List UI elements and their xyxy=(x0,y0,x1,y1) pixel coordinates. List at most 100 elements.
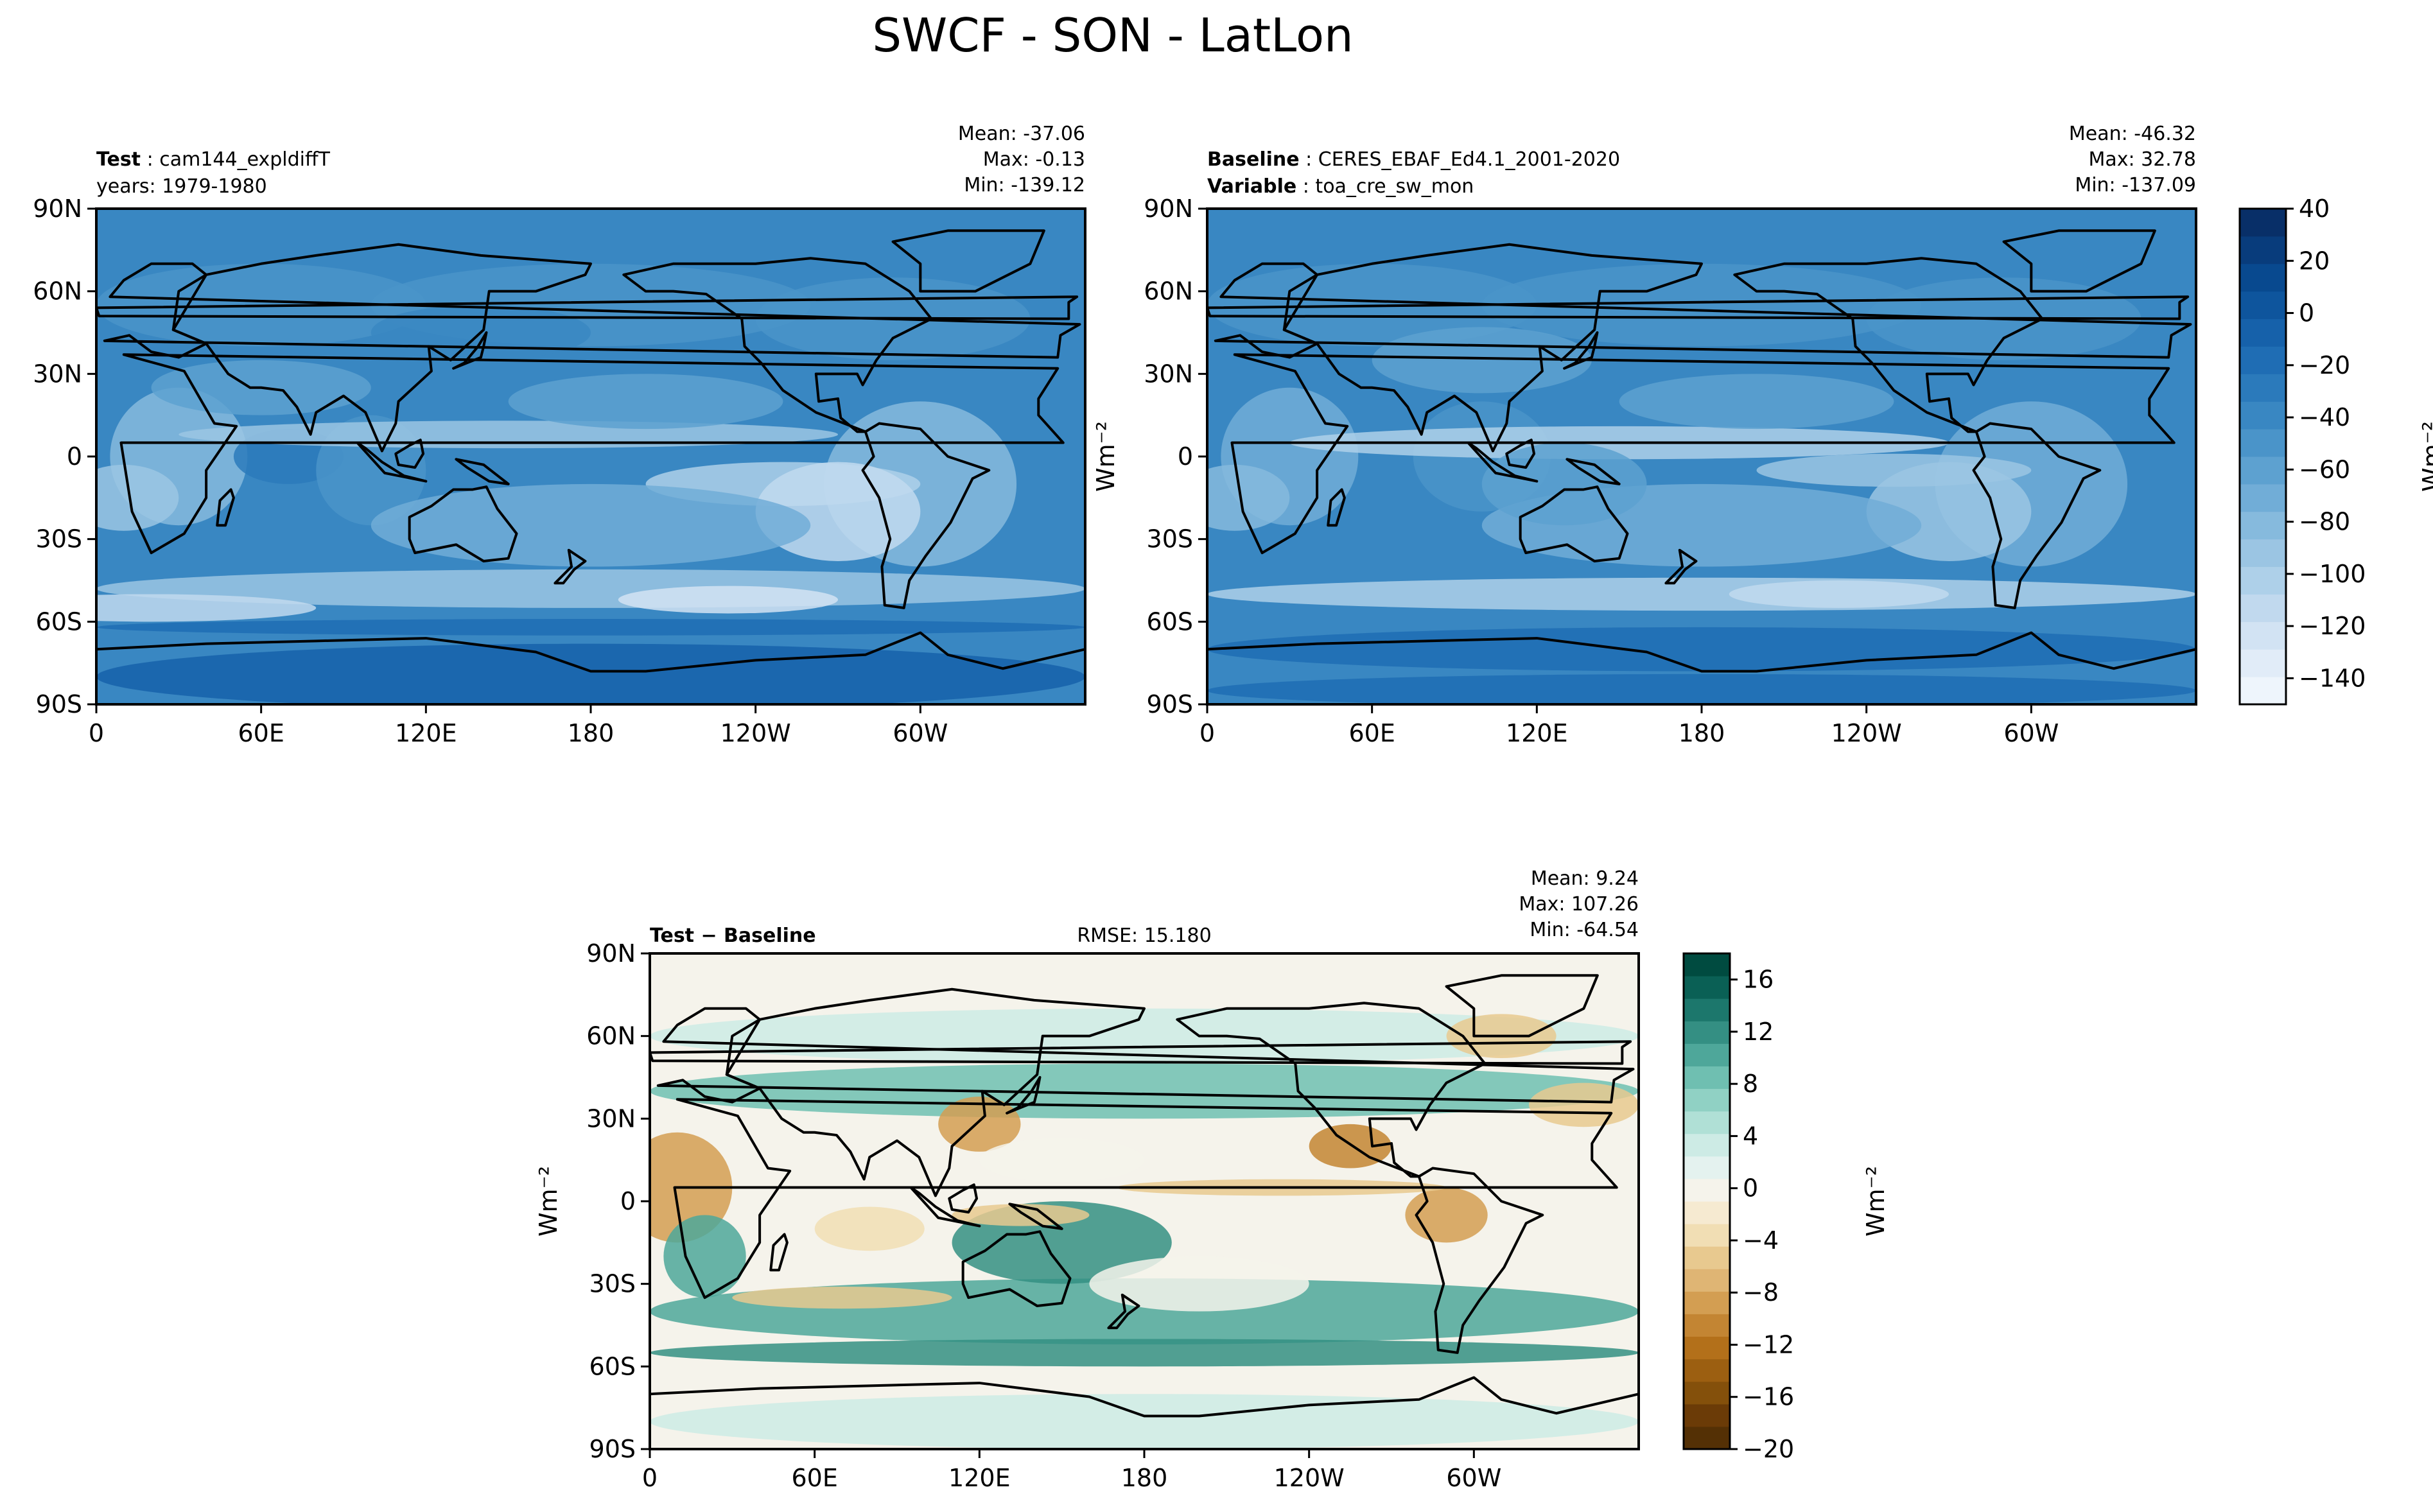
colorbar-tick-label: −12 xyxy=(1743,1330,1794,1359)
coastline-greenland xyxy=(891,229,1045,293)
coastline-greenland xyxy=(2002,229,2156,293)
colorbar-swatch xyxy=(2240,401,2286,430)
colorbar-swatch xyxy=(2240,621,2286,650)
test-map-field xyxy=(96,209,1085,704)
baseline-panel: 0 60E 120E 180 120W 60W 90N 60N 30N 0 30S 60S 90S Bas… xyxy=(1092,123,2197,747)
colorbar-tick-label: 0 xyxy=(1743,1174,1758,1203)
coastline-samerica xyxy=(1972,422,2102,609)
coastline-newguinea xyxy=(1008,1203,1063,1230)
colorbar-swatch xyxy=(2240,291,2286,320)
colorbar-tick-label: 0 xyxy=(2299,299,2314,327)
coastline-australia xyxy=(408,485,518,562)
panel-header-line: Variable : toa_cre_sw_mon xyxy=(1207,175,1474,198)
colorbar-swatch xyxy=(1684,1291,1730,1314)
diff-field-patch xyxy=(1528,1082,1639,1127)
x-tick-label: 60W xyxy=(893,719,948,747)
diff-field-patch xyxy=(732,1286,952,1309)
colorbar-swatch xyxy=(1684,1178,1730,1202)
panel-header-value: years: 1979-1980 xyxy=(96,175,267,198)
panel-stat-line: Min: -139.12 xyxy=(964,174,1085,196)
y-tick-label: 90N xyxy=(1144,195,1193,223)
colorbar-tick-label: −100 xyxy=(2299,560,2366,588)
y-tick-label: 60S xyxy=(1147,607,1193,636)
x-tick-label: 120E xyxy=(1506,719,1568,747)
diff-field-patch xyxy=(952,1204,1090,1226)
panel-stat-line: Max: -0.13 xyxy=(983,148,1085,171)
colorbar-tick-label: −4 xyxy=(1743,1226,1779,1255)
y-tick-label: 60S xyxy=(36,607,82,636)
coastline-greenland xyxy=(1445,974,1599,1038)
colorbar-swatch xyxy=(1684,998,1730,1021)
y-tick-label: 60S xyxy=(589,1352,636,1380)
colorbar-swatch xyxy=(1684,1314,1730,1337)
coastline-antarctica xyxy=(650,1376,1639,1449)
colorbar-frame xyxy=(2238,207,2287,706)
diff-field-patch xyxy=(938,1097,1021,1152)
x-tick-label: 60E xyxy=(238,719,284,747)
colorbar-tick-label: −120 xyxy=(2299,612,2366,640)
y-tick-label: 30S xyxy=(589,1270,636,1298)
baseline-field-patch xyxy=(1619,374,1894,430)
test-field-patch xyxy=(96,569,1085,608)
rmse-label: RMSE: 15.180 xyxy=(1077,925,1211,947)
coastline-uk xyxy=(96,295,1079,320)
colorbar-label: Wm⁻² xyxy=(1862,1166,1890,1237)
colorbar-swatch xyxy=(2240,566,2286,595)
coastline-namerica xyxy=(622,257,933,433)
coastline-uk xyxy=(650,1040,1632,1065)
colorbar-swatch xyxy=(1684,1066,1730,1090)
colorbar-label: Wm⁻² xyxy=(2418,421,2433,492)
test-field-patch xyxy=(96,464,179,531)
panel-header-key: Variable xyxy=(1207,175,1296,198)
x-tick-label: 120E xyxy=(948,1464,1011,1492)
colorbar-swatch xyxy=(2240,318,2286,347)
panel-header-value: : cam144_expldiffT xyxy=(141,148,331,171)
coastline-australia xyxy=(961,1230,1072,1307)
coastline-japan xyxy=(1563,331,1599,370)
y-tick-label: 90S xyxy=(36,690,82,718)
colorbar-tick-label: −40 xyxy=(2299,403,2350,431)
coastline-europe xyxy=(1214,262,2192,359)
x-tick-label: 0 xyxy=(642,1464,658,1492)
panel-header-line: Test − Baseline xyxy=(650,925,816,947)
colorbar-swatch xyxy=(2240,263,2286,292)
colorbar-swatch xyxy=(2240,539,2286,568)
test-field-patch xyxy=(618,586,838,614)
colorbar-swatch xyxy=(2240,209,2286,237)
y-tick-label: 0 xyxy=(67,442,82,471)
colorbar-tick-label: −60 xyxy=(2299,455,2350,483)
coastline-borneo xyxy=(394,439,425,469)
diff-field-patch xyxy=(650,1063,1639,1119)
coastline-japan xyxy=(1006,1076,1042,1115)
test-field-patch xyxy=(96,594,317,622)
baseline-field-patch xyxy=(1207,673,2196,704)
baseline-field-patch xyxy=(1207,464,1290,531)
y-tick-label: 60N xyxy=(1144,277,1193,306)
panel-stat-line: Min: -64.54 xyxy=(1530,919,1639,941)
x-tick-label: 180 xyxy=(568,719,615,747)
x-tick-label: 60W xyxy=(1446,1464,1501,1492)
diverging-colorbar: 16 12 8 4 0 −4 −8 −12 −16 −20 Wm⁻² xyxy=(1682,952,1890,1463)
panel-stat-line: Max: 107.26 xyxy=(1519,893,1639,916)
y-tick-label: 0 xyxy=(1178,442,1193,471)
x-tick-label: 0 xyxy=(89,719,104,747)
colorbar-swatch xyxy=(2240,483,2286,512)
y-tick-label: 90N xyxy=(586,939,636,968)
colorbar-tick-label: 20 xyxy=(2299,247,2330,275)
coastline-antarctica xyxy=(1207,631,2196,704)
diff-field-patch xyxy=(650,1339,1639,1367)
coastline-borneo xyxy=(1505,439,1536,469)
coastline-europe xyxy=(656,1007,1635,1104)
coastline-asia xyxy=(725,987,1146,1197)
coastline-indonesia xyxy=(909,1186,981,1228)
colorbar-swatch xyxy=(1684,953,1730,977)
colorbar-swatch xyxy=(2240,456,2286,485)
colorbar-swatch xyxy=(2240,429,2286,457)
test-field-patch xyxy=(179,421,838,449)
test-panel: 0 60E 120E 180 120W 60W 90N 60N 30N 0 30S 60S 90S Tes… xyxy=(33,123,1086,747)
test-field-patch xyxy=(371,483,811,567)
y-tick-label: 0 xyxy=(620,1187,636,1215)
colorbar-swatch xyxy=(2240,511,2286,540)
x-tick-label: 120W xyxy=(720,719,791,747)
